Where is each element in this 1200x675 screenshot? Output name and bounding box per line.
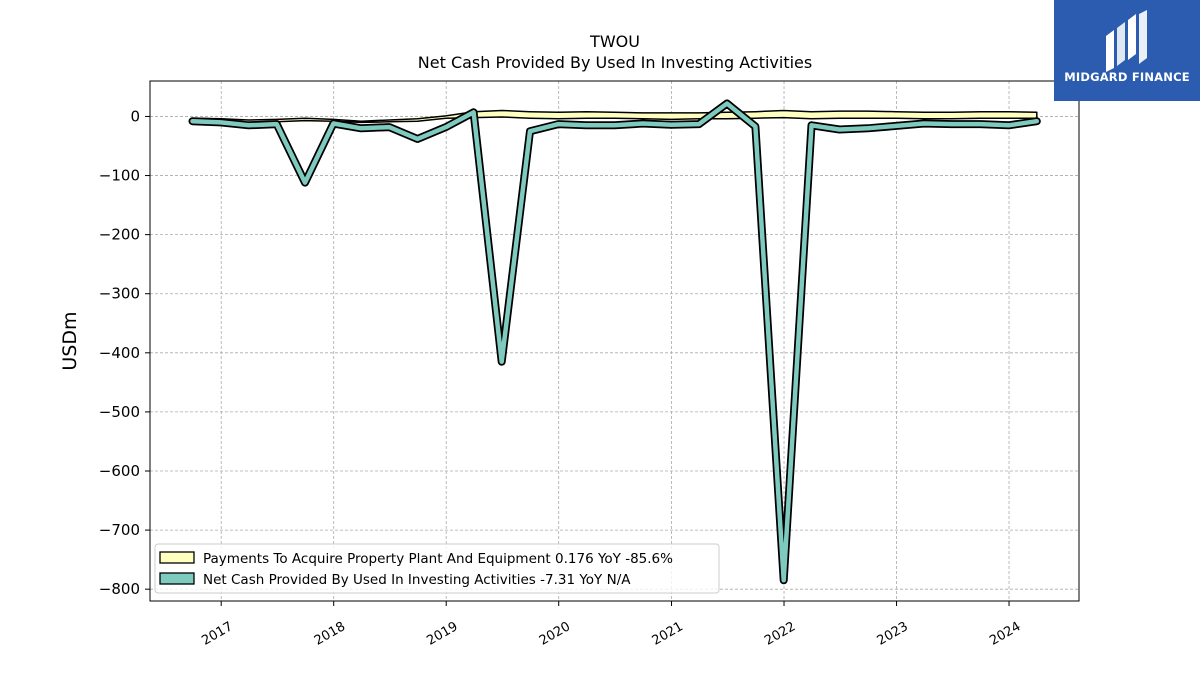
y-tick-label: −200 bbox=[99, 226, 140, 244]
y-axis-label: USDm bbox=[59, 311, 81, 370]
y-tick-label: −600 bbox=[99, 462, 140, 480]
y-tick-label: 0 bbox=[130, 107, 140, 125]
grid bbox=[150, 81, 1079, 601]
series-band-ppe bbox=[191, 109, 1038, 124]
plot-area bbox=[188, 99, 1041, 585]
y-tick-label: −800 bbox=[99, 580, 140, 598]
x-tick-label: 2023 bbox=[875, 619, 911, 649]
chart-title: TWOU bbox=[589, 32, 640, 51]
y-tick-label: −500 bbox=[99, 403, 140, 421]
midgard-logo-icon bbox=[1106, 10, 1147, 72]
x-tick-label: 2018 bbox=[312, 619, 348, 649]
x-tick-label: 2020 bbox=[537, 619, 573, 649]
x-tick-label: 2021 bbox=[650, 619, 686, 649]
y-tick-label: −400 bbox=[99, 344, 140, 362]
x-tick-label: 2019 bbox=[424, 619, 460, 649]
plot-frame bbox=[149, 80, 1080, 602]
brand-logo: MIDGARD FINANCE bbox=[1054, 0, 1200, 101]
series-line-investing bbox=[190, 101, 1040, 583]
x-tick-label: 2024 bbox=[987, 619, 1023, 649]
x-tick-label: 2022 bbox=[762, 619, 798, 649]
legend-label: Payments To Acquire Property Plant And E… bbox=[203, 551, 673, 567]
x-axis: 2017 2018 2019 2020 2021 2022 2023 2024 bbox=[199, 601, 1023, 649]
legend: Payments To Acquire Property Plant And E… bbox=[154, 543, 720, 594]
brand-name: MIDGARD FINANCE bbox=[1064, 70, 1190, 84]
legend-frame bbox=[154, 543, 720, 594]
y-axis: 0 −100 −200 −300 −400 −500 −600 −700 −800 bbox=[99, 107, 150, 598]
x-tick-label: 2017 bbox=[199, 619, 235, 649]
legend-label: Net Cash Provided By Used In Investing A… bbox=[203, 572, 631, 588]
series-line-outline bbox=[188, 99, 1041, 585]
chart-subtitle: Net Cash Provided By Used In Investing A… bbox=[418, 53, 812, 72]
y-tick-label: −700 bbox=[99, 521, 140, 539]
legend-swatch bbox=[159, 572, 195, 585]
y-tick-label: −100 bbox=[99, 167, 140, 185]
legend-swatch bbox=[159, 551, 195, 564]
y-tick-label: −300 bbox=[99, 285, 140, 303]
